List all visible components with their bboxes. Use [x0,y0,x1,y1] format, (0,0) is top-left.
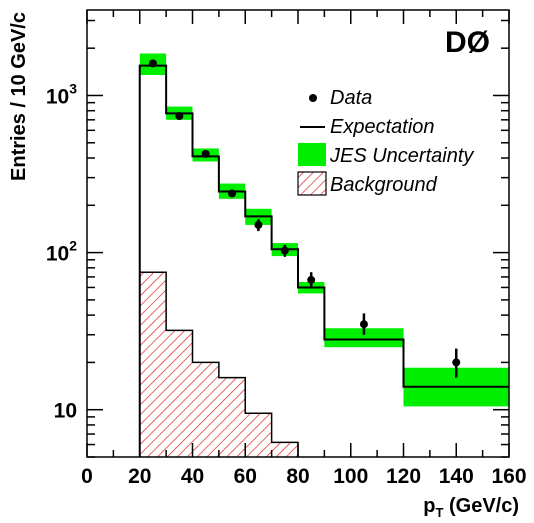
y-axis-title: Entries / 10 GeV/c [8,12,30,181]
data-point [307,275,316,284]
x-tick-label: 160 [491,465,526,488]
y-tick-label-exponent: 3 [69,80,77,96]
legend-label: Expectation [330,116,435,138]
y-tick-label-base: 10 [46,85,69,108]
data-point [228,189,237,198]
expectation-line [138,64,509,457]
y-tick-label-exponent: 2 [69,238,77,254]
x-tick-label: 100 [333,465,368,488]
x-axis-title-unit: (GeV/c) [443,495,519,517]
data-point [254,220,263,229]
legend: Data Expectation JES Uncertainty Background [297,87,474,196]
data-point [148,59,157,68]
y-tick-label-base: 10 [46,243,69,266]
x-tick-label: 60 [234,465,257,488]
data-point [280,246,289,255]
legend-marker [309,94,317,102]
x-tick-label: 20 [128,465,151,488]
y-tick-label: 102 [46,238,77,266]
legend-label: Background [330,174,438,196]
jes-band-bin [324,328,404,348]
x-tick-label: 80 [286,465,309,488]
x-axis-title-subscript: T [435,505,443,520]
background-outline [139,271,299,457]
legend-entry: JES Uncertainty [298,143,474,167]
data-point [452,358,461,367]
expectation-histogram [138,64,509,457]
x-tick-label: 120 [386,465,421,488]
x-tick-label: 40 [181,465,204,488]
y-tick-label-base: 10 [54,400,77,423]
x-axis-title: pT (GeV/c) [423,495,519,520]
jes-uncertainty-band [139,53,509,407]
x-tick-label: 140 [439,465,474,488]
x-axis-title-main: p [423,495,435,517]
data-points [148,59,461,378]
legend-entry: Expectation [300,116,435,138]
background-histogram [139,271,299,457]
y-tick-label: 10 [54,400,77,423]
data-point [201,149,210,158]
x-tick-label: 0 [81,465,93,488]
experiment-label: DØ [445,26,490,59]
legend-label: Data [330,87,372,109]
legend-fill [298,143,326,166]
y-tick-label: 103 [46,80,77,108]
legend-label: JES Uncertainty [329,145,474,167]
legend-hatch [297,171,327,196]
legend-entry: Data [309,87,372,109]
legend-entry: Background [297,171,438,196]
data-point [359,320,368,329]
data-point [175,112,184,121]
